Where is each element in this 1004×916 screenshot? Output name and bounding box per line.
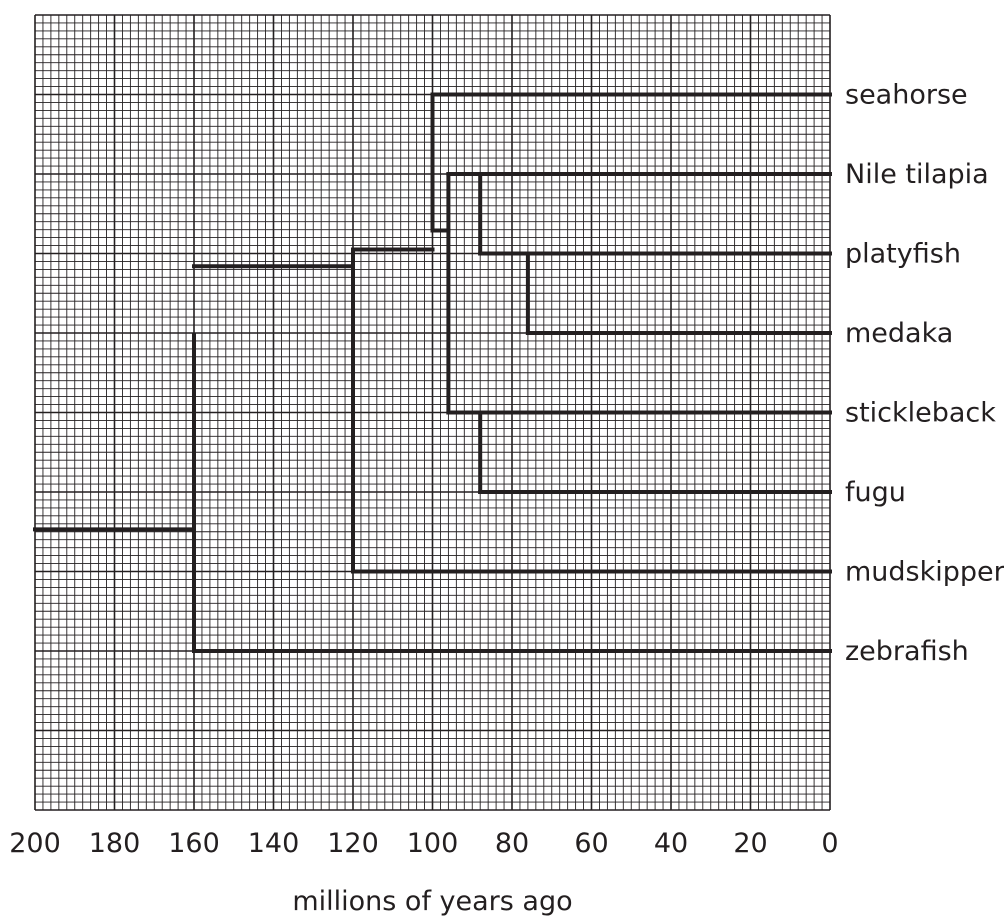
taxon-label: fugu	[845, 477, 906, 508]
taxon-labels: seahorse Nile tilapia platyfish medaka stick…	[845, 80, 1004, 668]
taxon-label: platyfish	[845, 239, 961, 270]
x-axis-ticks: 200 180 160 140 120 100 80 60 40 20 0	[9, 828, 838, 859]
taxon-label: medaka	[845, 318, 953, 349]
x-tick-label: 180	[89, 828, 141, 859]
x-tick-label: 40	[654, 828, 688, 859]
x-tick-label: 60	[574, 828, 608, 859]
x-tick-label: 160	[168, 828, 220, 859]
x-tick-label: 100	[407, 828, 459, 859]
tree-branches	[33, 92, 832, 653]
x-tick-label: 20	[733, 828, 767, 859]
x-tick-label: 80	[495, 828, 529, 859]
x-tick-label: 140	[248, 828, 300, 859]
x-axis-title: millions of years ago	[292, 886, 572, 916]
x-tick-label: 0	[821, 828, 838, 859]
taxon-label: Nile tilapia	[845, 159, 989, 190]
taxon-label: zebrafish	[845, 636, 969, 667]
x-tick-label: 200	[9, 828, 61, 859]
taxon-label: stickleback	[845, 398, 996, 429]
taxon-label: mudskipper	[845, 557, 1004, 588]
taxon-label: seahorse	[845, 80, 968, 111]
x-tick-label: 120	[327, 828, 379, 859]
